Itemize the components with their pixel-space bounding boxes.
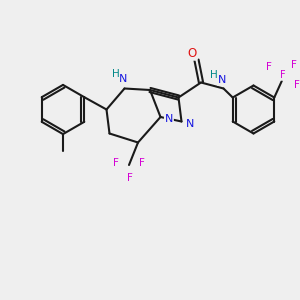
Text: N: N (218, 75, 226, 85)
Text: F: F (294, 80, 300, 90)
Text: H: H (210, 70, 218, 80)
Text: F: F (291, 59, 297, 70)
Text: N: N (186, 119, 195, 129)
Text: F: F (139, 158, 145, 169)
Text: N: N (119, 74, 127, 85)
Text: F: F (280, 70, 286, 80)
Text: F: F (127, 172, 133, 183)
Text: F: F (112, 158, 118, 169)
Text: N: N (165, 113, 173, 124)
Text: F: F (266, 61, 272, 72)
Text: O: O (188, 47, 196, 60)
Text: H: H (112, 69, 119, 80)
